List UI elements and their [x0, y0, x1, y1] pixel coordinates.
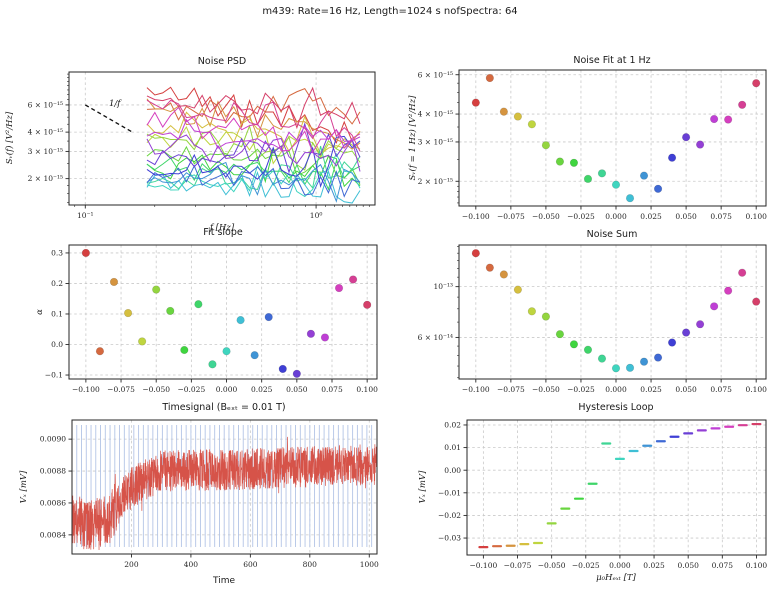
- timesignal-title: Timesignal (Bₑₓₜ = 0.01 T): [162, 402, 286, 413]
- svg-text:−0.100: −0.100: [72, 385, 100, 394]
- svg-text:6 × 10⁻¹⁴: 6 × 10⁻¹⁴: [418, 333, 453, 342]
- svg-text:0.025: 0.025: [640, 212, 662, 221]
- svg-text:0.000: 0.000: [605, 212, 627, 221]
- svg-text:10⁻¹: 10⁻¹: [77, 211, 94, 220]
- svg-text:400: 400: [184, 560, 199, 569]
- svg-text:0.050: 0.050: [675, 385, 697, 394]
- svg-text:10⁰: 10⁰: [310, 211, 323, 220]
- noise-fit-plot: −0.100 −0.075 −0.050 −0.025 0.000 0.025 0.050 0…: [418, 69, 767, 221]
- svg-text:−0.03: −0.03: [438, 534, 461, 543]
- svg-text:−0.075: −0.075: [504, 561, 532, 570]
- svg-text:0.025: 0.025: [640, 385, 662, 394]
- svg-text:−0.025: −0.025: [567, 212, 595, 221]
- svg-text:600: 600: [243, 560, 258, 569]
- svg-text:−0.100: −0.100: [462, 212, 490, 221]
- svg-text:0.025: 0.025: [251, 385, 273, 394]
- hysteresis-title: Hysteresis Loop: [578, 402, 654, 413]
- svg-text:2 × 10⁻¹⁵: 2 × 10⁻¹⁵: [28, 174, 63, 183]
- svg-text:−0.075: −0.075: [107, 385, 135, 394]
- psd-xlabel: f [Hz]: [209, 223, 235, 233]
- svg-text:0.050: 0.050: [677, 561, 699, 570]
- timesignal-ylabel: Vₓ [mV]: [19, 470, 29, 504]
- svg-text:0.075: 0.075: [712, 561, 734, 570]
- timesignal-plot: 200 400 600 800 1000 0.0084 0.0086 0.0088 0.0090: [40, 419, 379, 569]
- svg-text:0.01: 0.01: [444, 443, 461, 452]
- svg-text:2 × 10⁻¹⁵: 2 × 10⁻¹⁵: [418, 177, 453, 186]
- svg-text:4 × 10⁻¹⁵: 4 × 10⁻¹⁵: [418, 110, 453, 119]
- svg-text:−0.050: −0.050: [142, 385, 170, 394]
- noise-sum-plot: −0.100 −0.075 −0.050 −0.025 0.000 0.025 0.050 0…: [418, 244, 767, 394]
- svg-text:0.075: 0.075: [710, 212, 732, 221]
- svg-text:3 × 10⁻¹⁵: 3 × 10⁻¹⁵: [28, 147, 63, 156]
- svg-text:0.000: 0.000: [609, 561, 631, 570]
- psd-annotation-label: 1/f: [109, 99, 121, 109]
- svg-text:6 × 10⁻¹⁵: 6 × 10⁻¹⁵: [418, 70, 453, 79]
- svg-text:0.0090: 0.0090: [40, 435, 66, 444]
- fit-slope-ylabel: α: [35, 309, 45, 315]
- svg-text:−0.025: −0.025: [567, 385, 595, 394]
- svg-text:0.100: 0.100: [745, 385, 767, 394]
- svg-text:−0.100: −0.100: [462, 385, 490, 394]
- svg-text:−0.02: −0.02: [438, 511, 461, 520]
- svg-text:0.100: 0.100: [356, 385, 378, 394]
- svg-text:0.100: 0.100: [746, 561, 768, 570]
- psd-ylabel: Sᵥ(f) [V²/Hz]: [5, 111, 15, 165]
- svg-text:4 × 10⁻¹⁵: 4 × 10⁻¹⁵: [28, 128, 63, 137]
- svg-text:0.1: 0.1: [51, 310, 63, 319]
- svg-text:0.2: 0.2: [51, 279, 63, 288]
- svg-text:6 × 10⁻¹⁵: 6 × 10⁻¹⁵: [28, 101, 63, 110]
- svg-text:0.100: 0.100: [745, 212, 767, 221]
- svg-text:−0.050: −0.050: [532, 385, 560, 394]
- svg-text:0.00: 0.00: [444, 466, 461, 475]
- hysteresis-ylabel: Vₓ [mV]: [418, 470, 428, 504]
- svg-text:−0.100: −0.100: [469, 561, 497, 570]
- timesignal-xlabel: Time: [212, 576, 236, 586]
- fit-slope-title: Fit slope: [203, 227, 243, 238]
- hysteresis-xlabel: μ₀Hₑₓₜ [T]: [596, 573, 636, 583]
- svg-text:3 × 10⁻¹⁵: 3 × 10⁻¹⁵: [418, 138, 453, 147]
- noise-fit-ylabel: Sᵥ(f = 1 Hz) [V²/Hz]: [408, 95, 418, 181]
- svg-text:−0.025: −0.025: [572, 561, 600, 570]
- fit-slope-plot: −0.100 −0.075 −0.050 −0.025 0.000 0.025 0.050 0…: [45, 244, 378, 394]
- svg-text:0.075: 0.075: [321, 385, 343, 394]
- svg-text:−0.075: −0.075: [497, 212, 525, 221]
- svg-text:0.02: 0.02: [444, 421, 461, 430]
- svg-text:0.0084: 0.0084: [40, 530, 66, 539]
- svg-text:800: 800: [303, 560, 318, 569]
- svg-text:200: 200: [124, 560, 139, 569]
- svg-text:0.075: 0.075: [710, 385, 732, 394]
- svg-text:1000: 1000: [360, 560, 379, 569]
- hysteresis-plot: −0.100 −0.075 −0.050 −0.025 0.000 0.025 0.050 0…: [438, 419, 768, 570]
- svg-text:0.025: 0.025: [643, 561, 665, 570]
- svg-text:−0.01: −0.01: [438, 488, 461, 497]
- svg-text:−0.025: −0.025: [177, 385, 205, 394]
- svg-text:0.0: 0.0: [51, 340, 63, 349]
- svg-text:0.050: 0.050: [286, 385, 308, 394]
- svg-text:0.000: 0.000: [216, 385, 238, 394]
- svg-text:−0.075: −0.075: [497, 385, 525, 394]
- svg-text:0.3: 0.3: [51, 249, 63, 258]
- noise-fit-title: Noise Fit at 1 Hz: [573, 55, 651, 66]
- svg-text:0.050: 0.050: [675, 212, 697, 221]
- svg-text:−0.050: −0.050: [532, 212, 560, 221]
- svg-text:10⁻¹³: 10⁻¹³: [433, 282, 453, 291]
- svg-text:0.0088: 0.0088: [40, 467, 66, 476]
- svg-text:0.0086: 0.0086: [40, 499, 66, 508]
- svg-text:−0.050: −0.050: [538, 561, 566, 570]
- figure-suptitle: m439: Rate=16 Hz, Length=1024 s nofSpect…: [262, 6, 518, 17]
- svg-text:−0.1: −0.1: [45, 371, 63, 380]
- svg-text:0.000: 0.000: [605, 385, 627, 394]
- noise-psd-plot: 10⁻¹ 10⁰ 2 × 10⁻¹⁵ 3 × 10⁻¹⁵ 4 × 10⁻¹⁵ 6 × 10…: [28, 71, 376, 220]
- psd-title: Noise PSD: [197, 56, 247, 67]
- noise-sum-title: Noise Sum: [586, 229, 638, 240]
